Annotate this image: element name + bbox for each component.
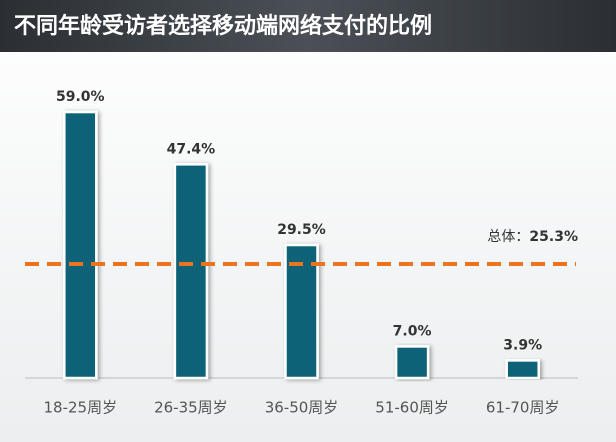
x-tick-label: 26-35周岁	[154, 399, 228, 417]
bar	[63, 110, 98, 380]
reference-value-label: 25.3%	[529, 229, 578, 245]
value-label: 7.0%	[393, 323, 432, 339]
reference-label: 总体：25.3%	[487, 229, 578, 245]
bar	[394, 345, 430, 380]
value-label: 3.9%	[503, 337, 542, 353]
value-label: 47.4%	[167, 141, 216, 157]
bar	[173, 163, 209, 380]
value-label: 59.0%	[56, 89, 105, 105]
x-tick-label: 36-50周岁	[265, 399, 339, 417]
x-tick-label: 18-25周岁	[44, 399, 118, 417]
x-tick-label: 61-70周岁	[486, 399, 560, 417]
bar	[284, 243, 319, 380]
header	[0, 0, 616, 52]
chart-title: 不同年龄受访者选择移动端网络支付的比例	[14, 13, 432, 39]
value-label: 29.5%	[277, 222, 326, 238]
reference-label-text: 总体：	[487, 229, 529, 245]
bar	[505, 359, 540, 380]
x-tick-label: 51-60周岁	[375, 399, 449, 417]
